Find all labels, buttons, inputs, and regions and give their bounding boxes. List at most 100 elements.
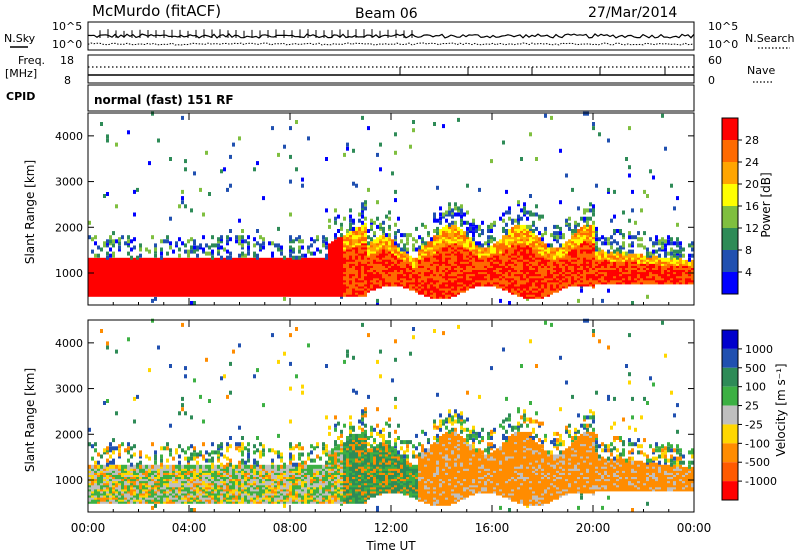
power-cell [97, 245, 100, 250]
power-cell [559, 272, 562, 277]
power-cell [607, 241, 610, 246]
power-cell [496, 264, 499, 268]
power-cell [541, 237, 544, 242]
power-cell [577, 253, 580, 258]
power-cell [592, 253, 595, 258]
power-cell [142, 272, 145, 277]
power-cell [190, 282, 193, 287]
power-cell [367, 245, 370, 250]
power-cell [358, 226, 361, 231]
power-cell [217, 286, 220, 291]
power-cell [154, 243, 157, 248]
power-cell [313, 268, 316, 273]
power-cell [358, 264, 361, 268]
power-cell [637, 253, 640, 258]
power-cell [427, 257, 430, 262]
power-cell [460, 286, 463, 291]
power-cell [472, 218, 475, 223]
power-cell [295, 278, 298, 283]
power-cell [493, 237, 496, 242]
power-cell [487, 247, 490, 252]
power-cell [346, 235, 349, 240]
power-cell [115, 257, 118, 262]
power-cell [526, 268, 529, 273]
power-cell [202, 259, 205, 264]
power-cell [256, 272, 259, 277]
power-cell [337, 268, 340, 273]
power-cell [379, 264, 382, 268]
power-cell [472, 274, 475, 279]
power-cell [352, 245, 355, 250]
power-cell [157, 257, 160, 262]
power-cell [397, 253, 400, 258]
power-cell [580, 231, 583, 236]
power-cell [247, 245, 250, 250]
power-cell [442, 286, 445, 291]
power-cell [301, 245, 304, 250]
power-cell [97, 288, 100, 293]
power-cell [97, 259, 100, 264]
power-cell [376, 257, 379, 262]
power-cell [541, 292, 544, 297]
power-cell [112, 231, 115, 236]
power-cell [649, 264, 652, 268]
power-cell [595, 274, 598, 279]
power-cell [355, 245, 358, 250]
power-cell [259, 282, 262, 287]
power-cell [439, 286, 442, 291]
power-cell [517, 264, 520, 268]
power-cell [538, 257, 541, 262]
power-cell [217, 272, 220, 277]
power-cell [487, 235, 490, 240]
power-cell [595, 245, 598, 250]
power-cell [127, 292, 130, 297]
power-cell [190, 208, 193, 213]
power-cell [526, 282, 529, 287]
power-cell [628, 278, 631, 283]
nsearch-label: N.Search [745, 32, 795, 45]
power-cell [376, 301, 379, 305]
power-cell [613, 264, 616, 268]
power-cell [442, 264, 445, 268]
power-cell [349, 224, 352, 229]
power-cell [154, 259, 157, 264]
power-cell [205, 286, 208, 291]
power-cell [502, 268, 505, 273]
power-cell [559, 264, 562, 268]
power-cell [412, 128, 415, 133]
power-cell [526, 288, 529, 293]
power-cell [436, 286, 439, 291]
power-cell [148, 274, 151, 279]
power-cell [100, 264, 103, 268]
power-cell [550, 288, 553, 293]
power-cell [391, 253, 394, 258]
power-cell [439, 253, 442, 258]
power-cell [187, 268, 190, 273]
power-cell [106, 274, 109, 279]
power-cell [217, 249, 220, 254]
power-cell [457, 117, 460, 122]
power-cell [148, 282, 151, 287]
power-cell [565, 282, 568, 287]
power-cell [514, 282, 517, 287]
power-cell [325, 245, 328, 250]
power-cell [130, 259, 133, 264]
power-cell [127, 257, 130, 262]
power-cell [193, 286, 196, 291]
power-cell [145, 272, 148, 277]
power-cell [472, 245, 475, 250]
power-cell [511, 278, 514, 283]
power-cell [307, 268, 310, 273]
power-cell [472, 241, 475, 246]
power-cell [382, 239, 385, 244]
power-cell [103, 241, 106, 246]
power-cell [511, 286, 514, 291]
power-cell [508, 231, 511, 236]
power-cell [181, 115, 184, 120]
power-cell [223, 274, 226, 279]
power-cell [385, 233, 388, 238]
power-cell [490, 264, 493, 268]
power-cell [592, 259, 595, 264]
power-cell [229, 255, 232, 260]
power-cell [382, 259, 385, 264]
